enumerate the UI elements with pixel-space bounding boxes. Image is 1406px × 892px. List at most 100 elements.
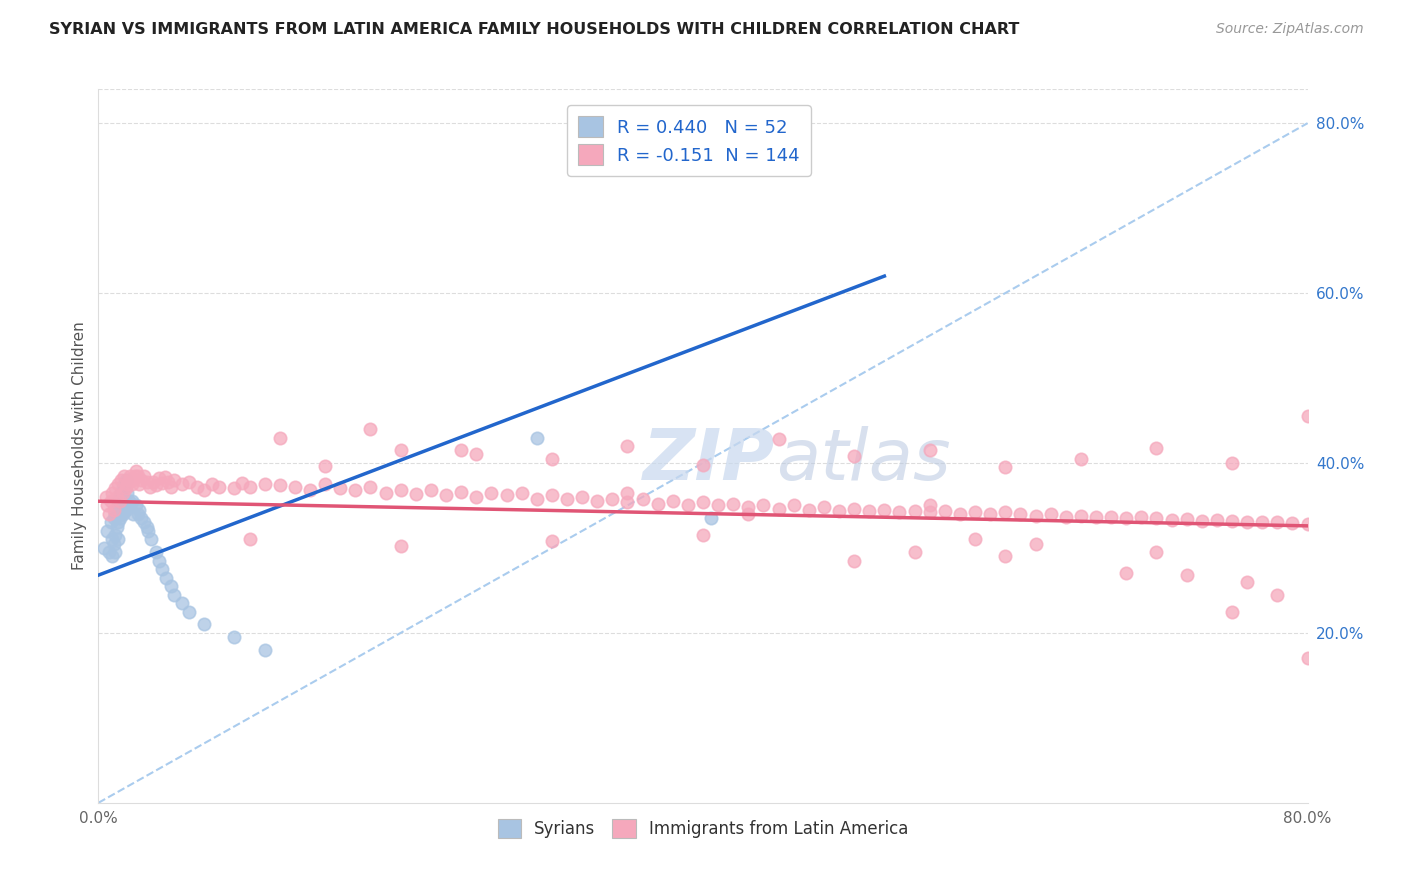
Point <box>96 524 118 538</box>
Point <box>1267 588 1289 602</box>
Point <box>269 478 291 492</box>
Point <box>129 473 152 487</box>
Point <box>153 469 176 483</box>
Point <box>360 480 382 494</box>
Point <box>495 488 517 502</box>
Point <box>201 477 224 491</box>
Point <box>540 451 562 466</box>
Point <box>647 497 669 511</box>
Point <box>1220 605 1243 619</box>
Point <box>314 459 336 474</box>
Point <box>118 473 141 487</box>
Point <box>170 477 193 491</box>
Point <box>160 579 183 593</box>
Point <box>797 502 820 516</box>
Point <box>1130 510 1153 524</box>
Point <box>224 482 246 496</box>
Point <box>1144 511 1167 525</box>
Point <box>1085 510 1108 524</box>
Point <box>555 491 578 506</box>
Point <box>150 476 173 491</box>
Point <box>1024 508 1046 523</box>
Point <box>141 533 163 547</box>
Point <box>103 502 125 516</box>
Point <box>934 503 956 517</box>
Point <box>118 494 141 508</box>
Point <box>707 499 730 513</box>
Point <box>127 507 149 521</box>
Point <box>93 541 115 555</box>
Point <box>115 477 138 491</box>
Point <box>108 511 131 525</box>
Point <box>269 430 291 444</box>
Point <box>1251 516 1274 530</box>
Point <box>1191 514 1213 528</box>
Point <box>128 502 150 516</box>
Point <box>1236 515 1258 529</box>
Point <box>1281 516 1303 531</box>
Point <box>105 502 128 516</box>
Point <box>150 562 173 576</box>
Point <box>129 511 152 525</box>
Point <box>193 617 215 632</box>
Point <box>526 491 548 506</box>
Point <box>107 533 129 547</box>
Point <box>465 448 488 462</box>
Point <box>111 507 134 521</box>
Point <box>299 483 322 498</box>
Point <box>231 476 253 491</box>
Point <box>434 488 457 502</box>
Point <box>142 475 165 489</box>
Point <box>540 488 562 502</box>
Point <box>1267 516 1289 530</box>
Point <box>844 554 866 568</box>
Point <box>994 505 1017 519</box>
Point <box>1115 566 1137 581</box>
Point <box>768 432 790 446</box>
Point <box>253 643 276 657</box>
Point <box>110 507 132 521</box>
Point <box>979 507 1001 521</box>
Point <box>844 449 866 463</box>
Point <box>752 499 775 513</box>
Point <box>208 480 231 494</box>
Point <box>111 482 134 496</box>
Point <box>148 471 170 485</box>
Point <box>115 485 138 500</box>
Point <box>1115 511 1137 525</box>
Point <box>135 519 157 533</box>
Point <box>132 516 155 530</box>
Point <box>540 534 562 549</box>
Point <box>904 503 927 517</box>
Point <box>253 477 276 491</box>
Point <box>107 516 129 530</box>
Point <box>98 545 121 559</box>
Point <box>124 468 146 483</box>
Point <box>179 475 201 489</box>
Point <box>1175 568 1198 582</box>
Point <box>1099 509 1122 524</box>
Point <box>737 507 759 521</box>
Point <box>170 596 193 610</box>
Point <box>965 533 987 547</box>
Text: atlas: atlas <box>776 425 950 495</box>
Point <box>107 477 129 491</box>
Point <box>139 480 162 494</box>
Point <box>631 491 654 506</box>
Point <box>344 483 367 498</box>
Point <box>360 422 382 436</box>
Point <box>111 485 134 500</box>
Point <box>108 490 131 504</box>
Point <box>1206 513 1229 527</box>
Point <box>112 502 135 516</box>
Point <box>107 494 129 508</box>
Point <box>100 494 122 508</box>
Point <box>813 500 835 515</box>
Point <box>110 485 132 500</box>
Point <box>284 480 307 494</box>
Point <box>1039 507 1062 521</box>
Point <box>844 501 866 516</box>
Point <box>104 482 127 496</box>
Point <box>858 504 880 518</box>
Point <box>100 516 122 530</box>
